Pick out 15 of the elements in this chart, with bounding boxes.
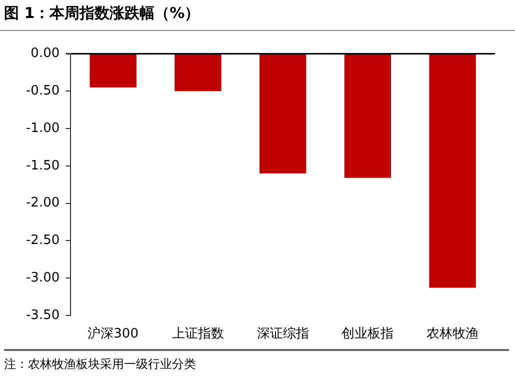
y-tick-label: -3.00	[26, 270, 60, 286]
y-tick-label: -0.50	[26, 84, 60, 99]
x-tick-label: 农林牧渔	[426, 326, 479, 342]
y-tick-label: -3.50	[26, 308, 60, 323]
text: 注：农林牧渔板块采用一级行业分类	[4, 356, 196, 373]
x-tick-label: 沪深300	[88, 326, 138, 342]
y-tick-label: -2.00	[26, 196, 60, 211]
x-tick-label: 创业板指	[342, 326, 394, 342]
x-tick-label: 深证综指	[256, 326, 309, 342]
y-tick-label: -1.50	[26, 158, 60, 174]
chart-title: 图 1：本周指数涨跌幅（%）	[4, 4, 200, 23]
y-tick-label: 0.00	[30, 46, 60, 62]
y-tick-label: -2.50	[26, 233, 60, 248]
y-tick-label: -1.00	[26, 120, 60, 136]
x-tick-label: 上证指数	[172, 326, 224, 342]
